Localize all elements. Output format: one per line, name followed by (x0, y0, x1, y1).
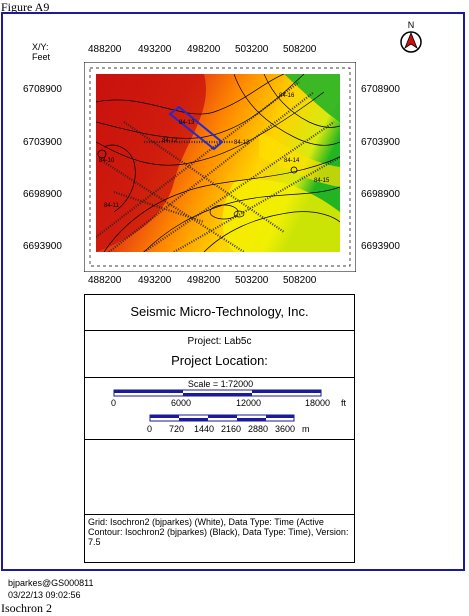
feet-tick: 0 (111, 398, 117, 408)
survey-outline (168, 105, 224, 151)
grid-info: Grid: Isochron2 (bjparkes) (White), Data… (88, 517, 349, 547)
feet-tick: 6000 (171, 398, 192, 408)
project-location: Project Location: (171, 353, 268, 368)
footer-caption: Isochron 2 (1, 601, 52, 615)
x-tick-bottom: 503200 (235, 275, 269, 286)
x-tick-bottom: 493200 (138, 275, 172, 286)
contour-label: 84-11 (104, 203, 120, 209)
seismic-lines (96, 81, 340, 252)
y-tick-right: 6698900 (361, 189, 400, 200)
north-arrow-icon (400, 31, 422, 53)
feet-tick: 18000 (305, 398, 331, 408)
x-tick-bottom: 508200 (283, 275, 317, 286)
feet-scale-bar (113, 389, 322, 397)
x-tick-top: 503200 (235, 44, 269, 55)
x-tick-bottom: 488200 (88, 275, 122, 286)
scale-block: Scale = 1:72000 0 6000 12000 18000 ft 0 … (84, 377, 355, 440)
footer-timestamp: 03/22/13 09:02:56 (8, 590, 81, 600)
contour-label: 84-12 (234, 140, 250, 146)
figure-label: Figure A9 (1, 0, 50, 14)
y-tick-left: 6703900 (23, 137, 62, 148)
y-tick-left: 6698900 (23, 189, 62, 200)
contour-label: 84-13 (179, 120, 195, 126)
xy-label: X/Y: (32, 42, 49, 52)
y-tick-right: 6693900 (361, 241, 400, 252)
scale-label: Scale = 1:72000 (187, 379, 254, 389)
isochron-map[interactable]: 84-12 84-13 84-11 84-10 84-12 84-14 84-1… (84, 62, 356, 272)
meter-tick: 1440 (194, 424, 215, 434)
meter-scale-bar (149, 414, 295, 422)
y-tick-right: 6708900 (361, 84, 400, 95)
contour-lines (96, 74, 340, 252)
feet-unit: ft (341, 398, 347, 408)
x-tick-bottom: 498200 (187, 275, 221, 286)
x-tick-top: 508200 (283, 44, 317, 55)
contour-labels: 84-12 84-13 84-11 84-10 84-12 84-14 84-1… (99, 93, 330, 209)
footer-user: bjparkes@GS000811 (8, 578, 94, 588)
feet-tick: 12000 (236, 398, 262, 408)
project-block: Project: Lab5c Project Location: (84, 330, 355, 378)
x-tick-top: 493200 (138, 44, 172, 55)
project-name: Project: Lab5c (187, 336, 252, 347)
meter-tick: 720 (169, 424, 185, 434)
map-frame (1, 12, 465, 571)
contour-label: 84-14 (284, 158, 300, 164)
contour-label: 84-12 (162, 138, 178, 144)
meter-tick: 0 (147, 424, 153, 434)
meter-tick: 3600 (275, 424, 296, 434)
y-tick-left: 6693900 (23, 241, 62, 252)
meter-tick: 2160 (221, 424, 242, 434)
y-tick-left: 6708900 (23, 84, 62, 95)
north-letter: N (407, 20, 415, 30)
units-label: Feet (32, 52, 51, 62)
title-block: Seismic Micro-Technology, Inc. (84, 294, 355, 331)
company-name: Seismic Micro-Technology, Inc. (130, 304, 309, 319)
north-arrow: N (398, 20, 424, 54)
meter-unit: m (302, 424, 310, 434)
x-tick-top: 498200 (187, 44, 221, 55)
x-tick-top: 488200 (88, 44, 122, 55)
contour-label: 84-10 (99, 158, 115, 164)
blank-block (84, 439, 355, 515)
grid-info-block: Grid: Isochron2 (bjparkes) (White), Data… (84, 514, 355, 563)
contour-label: 84-16 (279, 93, 295, 99)
contour-label: 84-15 (314, 178, 330, 184)
meter-tick: 2880 (248, 424, 269, 434)
y-tick-right: 6703900 (361, 137, 400, 148)
